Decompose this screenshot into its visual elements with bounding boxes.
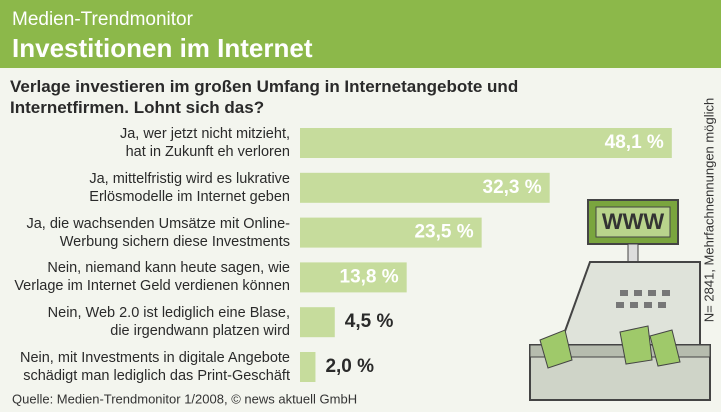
bar: [300, 172, 550, 203]
value-label: 2,0 %: [325, 356, 374, 377]
source: Quelle: Medien-Trendmonitor 1/2008, © ne…: [12, 391, 357, 406]
bar: [300, 217, 482, 248]
category-label: Ja, wer jetzt nicht mitzieht, hat in Zuk…: [119, 126, 290, 160]
chart-title: Investitionen im Internet: [12, 33, 313, 63]
category-label: Nein, mit Investments in digitale Angebo…: [19, 350, 290, 384]
header-band: [0, 0, 721, 68]
category-label: Ja, die wachsenden Umsätze mit Online- W…: [26, 215, 290, 250]
category-label: Nein, niemand kann heute sagen, wie Verl…: [14, 260, 290, 295]
bar: [300, 352, 316, 382]
bar: [300, 262, 407, 293]
value-label: 32,3 %: [483, 177, 542, 198]
value-label: 4,5 %: [345, 311, 394, 332]
value-label: 48,1 %: [605, 132, 664, 153]
bar: [300, 307, 335, 338]
note: N= 2841, Mehrfachnennungen möglich: [701, 98, 716, 322]
category-label: Nein, Web 2.0 ist lediglich eine Blase, …: [47, 305, 290, 340]
illustration: WWW: [529, 199, 711, 401]
value-label: 13,8 %: [340, 266, 399, 287]
value-label: 23,5 %: [414, 222, 473, 243]
illustration-label: WWW: [602, 209, 665, 234]
question: Verlage investieren im großen Umfang in …: [10, 77, 519, 117]
bar: [300, 128, 672, 158]
supertitle: Medien-Trendmonitor: [12, 9, 194, 30]
category-label: Ja, mittelfristig wird es lukrative Erlö…: [89, 170, 290, 205]
